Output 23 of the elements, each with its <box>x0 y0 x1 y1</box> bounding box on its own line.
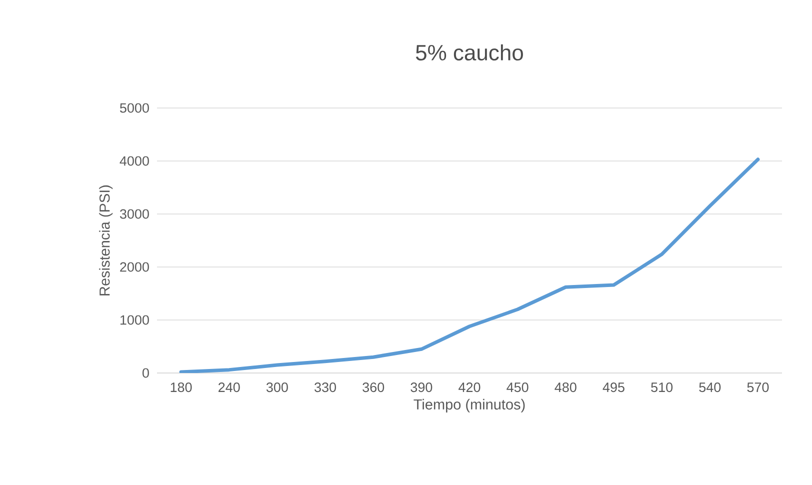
y-axis-title: Resistencia (PSI) <box>99 185 113 296</box>
x-tick-label: 510 <box>651 382 673 392</box>
line-series <box>179 158 760 373</box>
y-tick-label: 3000 <box>120 209 149 219</box>
y-tick-label: 4000 <box>120 156 149 166</box>
y-tick-label: 0 <box>142 368 149 378</box>
x-tick-label: 480 <box>554 382 576 392</box>
x-tick-label: 420 <box>458 382 480 392</box>
x-tick-label: 540 <box>699 382 721 392</box>
x-tick-label: 390 <box>410 382 432 392</box>
x-tick-label: 240 <box>218 382 240 392</box>
x-tick-label: 180 <box>170 382 192 392</box>
y-tick-label: 5000 <box>120 103 149 113</box>
y-tick-label: 1000 <box>120 315 149 325</box>
x-axis-title: Tiempo (minutos) <box>414 398 525 412</box>
x-tick-label: 360 <box>362 382 384 392</box>
x-tick-label: 300 <box>266 382 288 392</box>
x-tick-label: 330 <box>314 382 336 392</box>
chart-title: 5% caucho <box>416 44 523 61</box>
x-tick-label: 450 <box>506 382 528 392</box>
y-tick-label: 2000 <box>120 262 149 272</box>
x-tick-label: 570 <box>747 382 769 392</box>
x-tick-label: 495 <box>602 382 624 392</box>
